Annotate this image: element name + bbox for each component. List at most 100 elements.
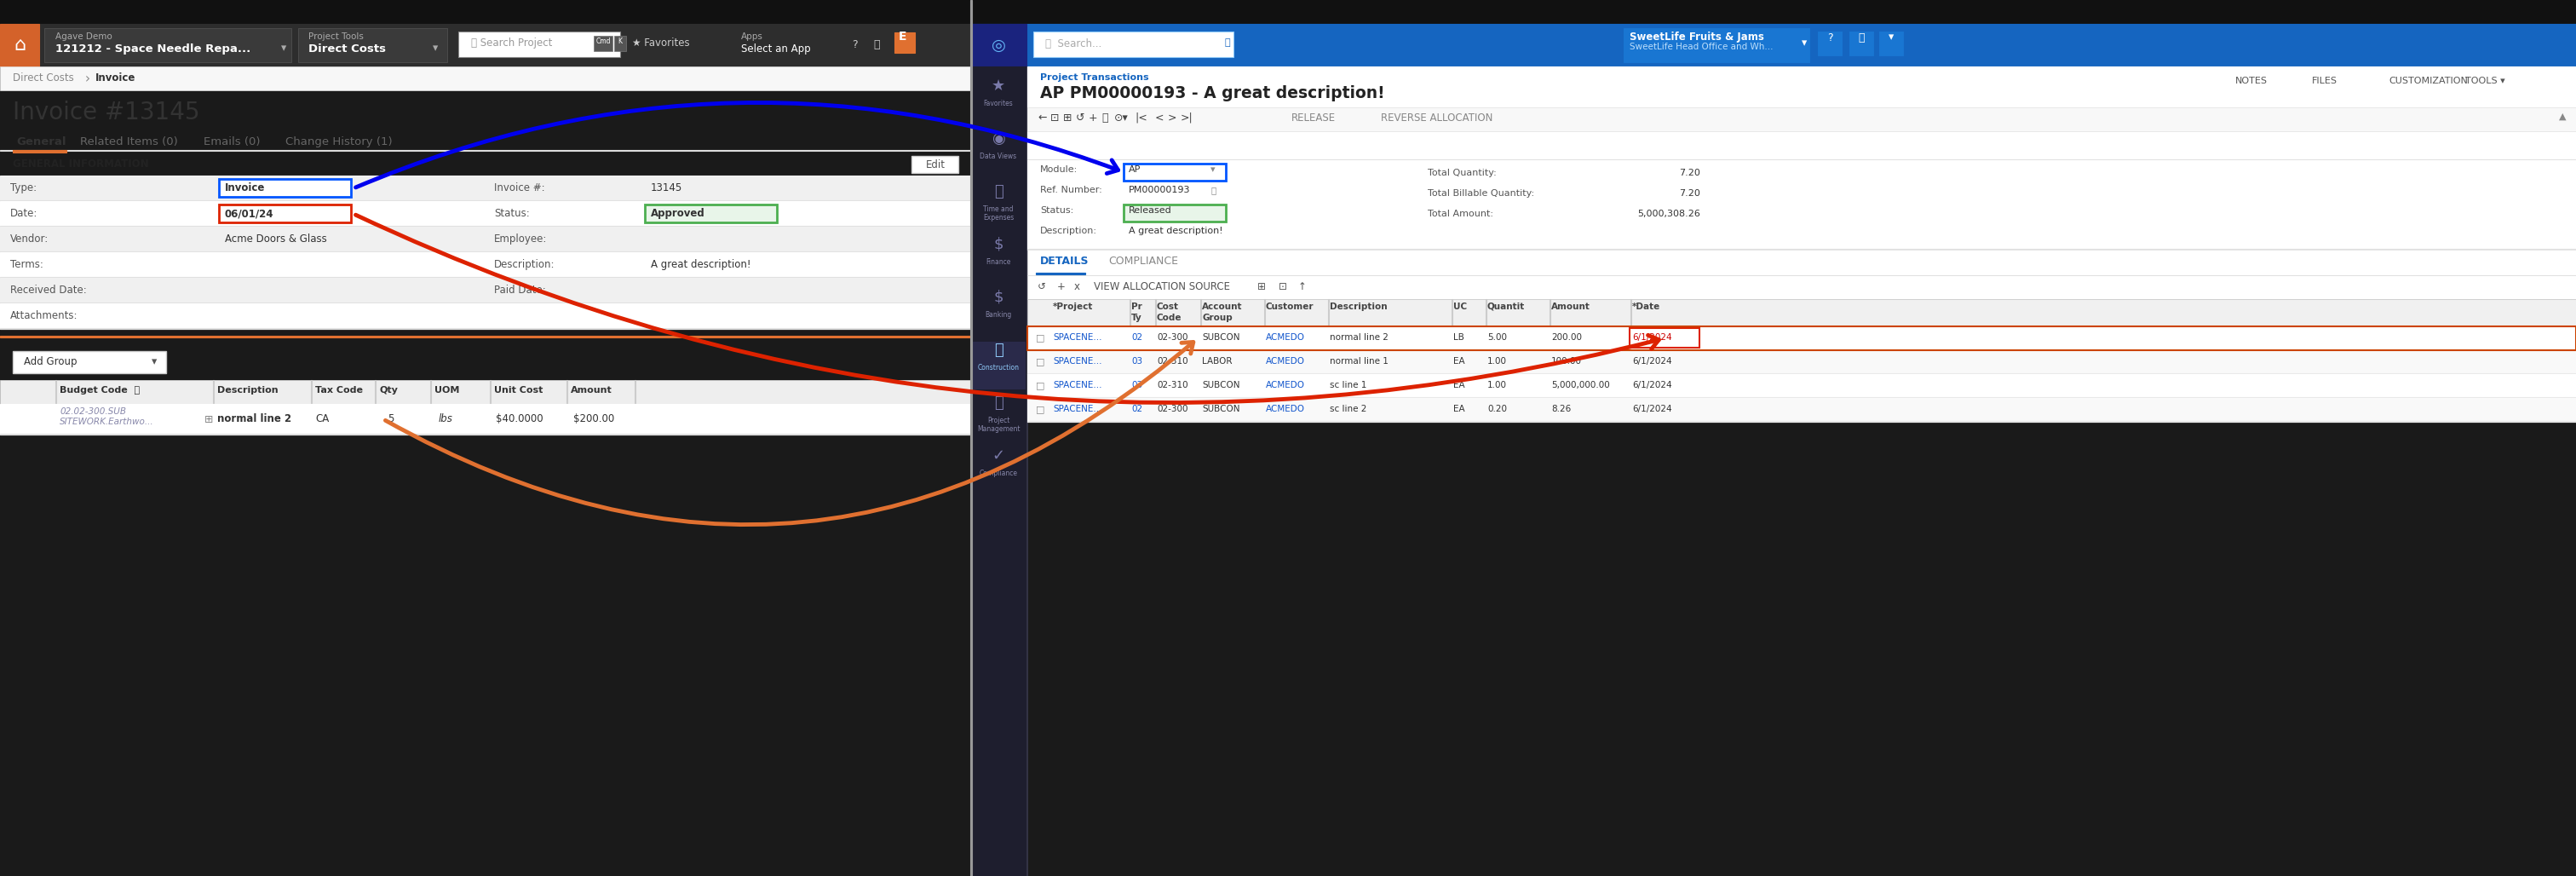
Bar <box>1028 398 2576 422</box>
Text: Direct Costs: Direct Costs <box>309 44 386 54</box>
Text: E: E <box>899 31 907 43</box>
Text: ✓: ✓ <box>992 449 1005 463</box>
Bar <box>44 28 291 62</box>
Text: >: > <box>1167 112 1177 124</box>
Text: ?: ? <box>853 39 858 50</box>
Text: Favorites: Favorites <box>984 100 1012 108</box>
Text: EA: EA <box>1453 405 1466 413</box>
Text: Status:: Status: <box>1041 206 1074 215</box>
Text: VIEW ALLOCATION SOURCE: VIEW ALLOCATION SOURCE <box>1095 281 1231 293</box>
Text: ★ Favorites: ★ Favorites <box>631 38 690 48</box>
Text: Construction: Construction <box>976 364 1020 371</box>
Text: Finance: Finance <box>987 258 1010 266</box>
Text: Edit: Edit <box>925 159 945 171</box>
Text: ↺: ↺ <box>1038 281 1046 293</box>
Text: AP PM00000193 - A great description!: AP PM00000193 - A great description! <box>1041 85 1386 102</box>
Text: 7.20: 7.20 <box>1680 169 1700 177</box>
Text: SITEWORK.Earthwo...: SITEWORK.Earthwo... <box>59 418 155 426</box>
Bar <box>219 204 350 223</box>
Bar <box>0 0 2576 24</box>
Bar <box>592 36 613 51</box>
Text: ⊞: ⊞ <box>204 414 214 425</box>
Text: 100.00: 100.00 <box>1551 357 1582 365</box>
Text: 🔔: 🔔 <box>873 39 878 50</box>
Text: normal line 2: normal line 2 <box>1329 333 1388 342</box>
Text: NOTES: NOTES <box>2236 77 2267 85</box>
Text: PM00000193: PM00000193 <box>1128 186 1190 194</box>
Text: ▾: ▾ <box>1801 38 1806 48</box>
Text: sc line 1: sc line 1 <box>1329 381 1368 390</box>
Text: Qty: Qty <box>379 386 397 394</box>
Bar <box>0 67 971 90</box>
Text: A great description!: A great description! <box>652 259 752 270</box>
Bar <box>974 394 1025 442</box>
Bar <box>0 252 971 278</box>
Text: Paid Date:: Paid Date: <box>495 285 546 296</box>
Text: Quantit: Quantit <box>1486 302 1525 311</box>
Text: AP: AP <box>1128 166 1141 173</box>
Text: RELEASE: RELEASE <box>1291 112 1337 124</box>
Text: $: $ <box>994 237 1002 252</box>
Bar <box>1036 272 1084 274</box>
Text: 03: 03 <box>1131 357 1141 365</box>
Text: 6/1/2024: 6/1/2024 <box>1633 381 1672 390</box>
Text: 🔧: 🔧 <box>994 343 1002 358</box>
Bar <box>0 336 971 337</box>
Text: SweetLife Head Office and Wh...: SweetLife Head Office and Wh... <box>1631 43 1772 51</box>
Text: □: □ <box>1036 333 1046 342</box>
Text: ▾: ▾ <box>281 43 286 53</box>
Text: Invoice: Invoice <box>95 73 137 83</box>
Text: Add Group: Add Group <box>23 357 77 367</box>
Bar <box>219 179 350 197</box>
Bar <box>1033 32 1234 57</box>
Bar <box>1123 204 1226 222</box>
Text: ›: › <box>85 73 90 85</box>
Text: Customer: Customer <box>1265 302 1314 311</box>
Text: 8.26: 8.26 <box>1551 405 1571 413</box>
Text: EA: EA <box>1453 381 1466 390</box>
Text: 02-310: 02-310 <box>1157 381 1188 390</box>
Text: Emails (0): Emails (0) <box>204 137 260 147</box>
Text: 🔍 Search Project: 🔍 Search Project <box>471 38 551 48</box>
Text: ↺: ↺ <box>1077 112 1084 124</box>
Text: |<: |< <box>1133 112 1146 124</box>
Text: Terms:: Terms: <box>10 259 44 270</box>
Bar <box>1123 164 1226 180</box>
Text: $200.00: $200.00 <box>574 413 616 424</box>
Text: Project: Project <box>987 417 1010 424</box>
Bar <box>0 24 971 67</box>
Text: ←: ← <box>1038 112 1046 124</box>
Text: Select an App: Select an App <box>742 44 811 54</box>
Text: 5.00: 5.00 <box>1486 333 1507 342</box>
Text: ⊙▾: ⊙▾ <box>1115 112 1128 124</box>
Text: 6/1/2024: 6/1/2024 <box>1633 405 1672 413</box>
Text: □: □ <box>1036 405 1046 413</box>
Text: TOOLS ▾: TOOLS ▾ <box>2465 77 2504 85</box>
Text: Released: Released <box>1128 206 1172 215</box>
Bar <box>1816 31 1842 56</box>
Bar <box>974 448 1025 494</box>
Text: 5,000,308.26: 5,000,308.26 <box>1638 209 1700 218</box>
Text: ACMEDO: ACMEDO <box>1265 381 1306 390</box>
Text: ACMEDO: ACMEDO <box>1265 405 1306 413</box>
Text: ▾: ▾ <box>1211 166 1216 173</box>
Bar <box>0 404 971 434</box>
Text: ▾: ▾ <box>433 43 438 53</box>
Text: 🔍  Search...: 🔍 Search... <box>1046 39 1103 49</box>
Text: ⌂: ⌂ <box>13 37 26 53</box>
Text: Employee:: Employee: <box>495 234 546 244</box>
Bar <box>1028 299 2576 327</box>
Text: +: + <box>1090 112 1097 124</box>
Text: ◉: ◉ <box>992 131 1005 146</box>
Text: K: K <box>618 38 623 46</box>
Bar <box>974 78 1025 124</box>
Text: ⊞: ⊞ <box>1064 112 1072 124</box>
Text: Compliance: Compliance <box>979 470 1018 477</box>
Bar <box>974 183 1025 230</box>
Text: SUBCON: SUBCON <box>1203 405 1239 413</box>
Text: Total Amount:: Total Amount: <box>1427 209 1494 218</box>
Bar <box>974 131 1025 177</box>
Text: Amount: Amount <box>572 386 613 394</box>
Text: 03: 03 <box>1131 381 1141 390</box>
Text: 13145: 13145 <box>652 182 683 194</box>
